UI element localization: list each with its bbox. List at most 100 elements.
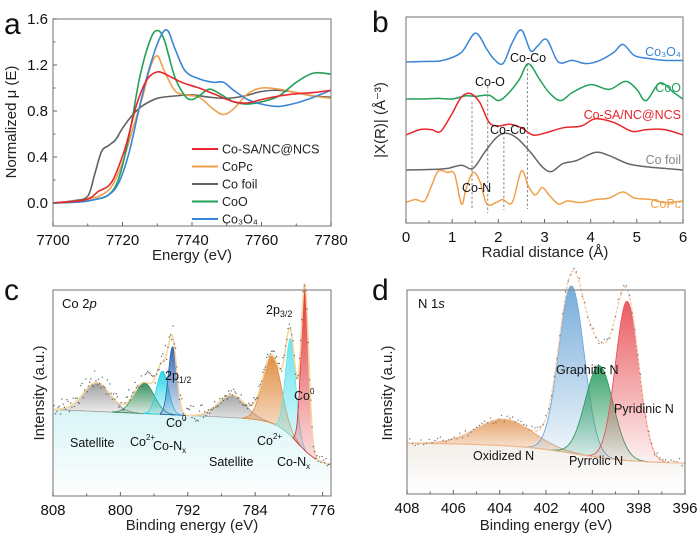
panel-d: d 408 406 404 402 400 398 396 Binding energy (… bbox=[372, 267, 698, 534]
raw-data-point bbox=[498, 418, 500, 421]
y-axis-title-b: |X(R)| (Å⁻³) bbox=[372, 82, 389, 158]
raw-data-point bbox=[453, 436, 455, 438]
raw-data-point bbox=[226, 398, 229, 400]
raw-data-point bbox=[222, 399, 225, 402]
raw-data-point bbox=[283, 354, 285, 356]
x-tick-label: 408 bbox=[394, 500, 419, 517]
raw-data-point bbox=[573, 267, 575, 270]
raw-data-point bbox=[511, 416, 514, 418]
raw-data-point bbox=[182, 413, 184, 415]
raw-data-point bbox=[97, 378, 100, 380]
raw-data-point bbox=[431, 442, 433, 444]
raw-data-point bbox=[230, 390, 232, 392]
label-conx-1: Co-Nx bbox=[153, 439, 186, 455]
peak-labels-d: Graphitic N Pyridinic N Pyrrolic N Oxidi… bbox=[473, 363, 674, 468]
raw-data-point bbox=[281, 370, 283, 372]
raw-data-point bbox=[581, 295, 583, 298]
raw-data-point bbox=[100, 387, 102, 389]
raw-data-point bbox=[614, 316, 617, 318]
label-co0-1: Co0 bbox=[166, 414, 187, 430]
raw-data-point bbox=[200, 404, 202, 407]
raw-data-point bbox=[130, 395, 133, 397]
raw-data-point bbox=[323, 462, 326, 464]
raw-data-point bbox=[112, 393, 115, 395]
series-labels-b: Co₃O₄ CoO Co-SA/NC@NCS Co foil CoPc bbox=[584, 45, 682, 211]
raw-data-point bbox=[131, 392, 134, 394]
raw-data-point bbox=[681, 464, 683, 467]
spectrum-title-d: N 1s bbox=[418, 296, 445, 311]
raw-data-point bbox=[184, 417, 187, 420]
raw-data-point bbox=[293, 354, 296, 357]
raw-data-point bbox=[268, 355, 270, 358]
raw-data-point bbox=[315, 457, 317, 459]
x-tick-label: 400 bbox=[580, 500, 605, 517]
series-line-co-foil bbox=[52, 89, 332, 204]
x-tick-label: 808 bbox=[40, 502, 65, 519]
raw-data-point bbox=[82, 396, 85, 399]
raw-data-point bbox=[525, 424, 528, 427]
raw-data-point bbox=[159, 362, 162, 365]
label-conx-2: Co-Nx bbox=[277, 455, 310, 471]
x-tick-label: 7720 bbox=[106, 232, 139, 249]
raw-data-point bbox=[197, 420, 200, 422]
raw-data-point bbox=[169, 334, 172, 336]
raw-data-point bbox=[656, 452, 658, 454]
label-pyrrolic-n: Pyrrolic N bbox=[569, 454, 623, 468]
y-axis-title-d: Intensity (a.u.) bbox=[379, 345, 396, 440]
raw-data-point bbox=[248, 402, 250, 404]
raw-data-point bbox=[539, 426, 542, 428]
raw-data-point bbox=[118, 406, 120, 409]
raw-data-point bbox=[96, 384, 98, 386]
raw-data-point bbox=[461, 437, 464, 439]
y-tick-label: 0.8 bbox=[27, 103, 48, 120]
raw-data-point bbox=[59, 413, 62, 415]
legend-label: Co-SA/NC@NCS bbox=[222, 143, 319, 157]
raw-data-point bbox=[121, 408, 124, 411]
raw-data-point bbox=[259, 383, 261, 386]
raw-data-point bbox=[548, 408, 550, 410]
fit-envelope bbox=[407, 270, 685, 464]
raw-data-point bbox=[598, 342, 600, 345]
raw-data-point bbox=[456, 438, 458, 440]
raw-data-point bbox=[212, 407, 215, 409]
raw-data-point bbox=[514, 421, 517, 423]
raw-data-point bbox=[639, 373, 642, 375]
raw-data-point bbox=[653, 454, 656, 456]
raw-data-point bbox=[135, 386, 138, 389]
raw-data-point bbox=[152, 375, 154, 377]
peak-pyridinic-n bbox=[587, 300, 668, 464]
raw-data-point bbox=[411, 443, 414, 445]
raw-data-point bbox=[115, 393, 117, 395]
raw-data-point bbox=[550, 395, 553, 397]
raw-data-point bbox=[459, 432, 461, 435]
raw-data-point bbox=[284, 345, 287, 347]
raw-data-point bbox=[556, 357, 558, 360]
raw-data-point bbox=[251, 402, 254, 404]
raw-data-point bbox=[536, 426, 539, 428]
raw-data-point bbox=[506, 415, 508, 418]
raw-data-point bbox=[273, 350, 275, 353]
raw-data-point bbox=[620, 292, 622, 294]
raw-data-point bbox=[246, 407, 249, 410]
raw-data-point bbox=[110, 392, 112, 394]
raw-data-point bbox=[609, 337, 611, 340]
series-line-copc bbox=[52, 55, 332, 204]
xps-n1s-plot bbox=[406, 267, 686, 494]
label-co2-2: Co2+ bbox=[257, 432, 282, 448]
raw-data-point bbox=[645, 415, 647, 417]
raw-data-point bbox=[278, 362, 280, 365]
raw-data-point bbox=[234, 391, 236, 393]
raw-data-point bbox=[190, 405, 192, 407]
raw-data-point bbox=[299, 339, 302, 342]
raw-data-point bbox=[244, 404, 246, 407]
raw-data-point bbox=[294, 373, 297, 375]
x-tick-label: 800 bbox=[108, 502, 133, 519]
raw-data-point bbox=[475, 426, 478, 428]
raw-data-point bbox=[128, 389, 130, 391]
x-axis-title-c: Binding energy (eV) bbox=[126, 517, 259, 534]
raw-data-point bbox=[148, 371, 150, 374]
raw-data-point bbox=[214, 401, 216, 403]
raw-data-point bbox=[171, 338, 173, 341]
raw-data-point bbox=[255, 397, 258, 399]
